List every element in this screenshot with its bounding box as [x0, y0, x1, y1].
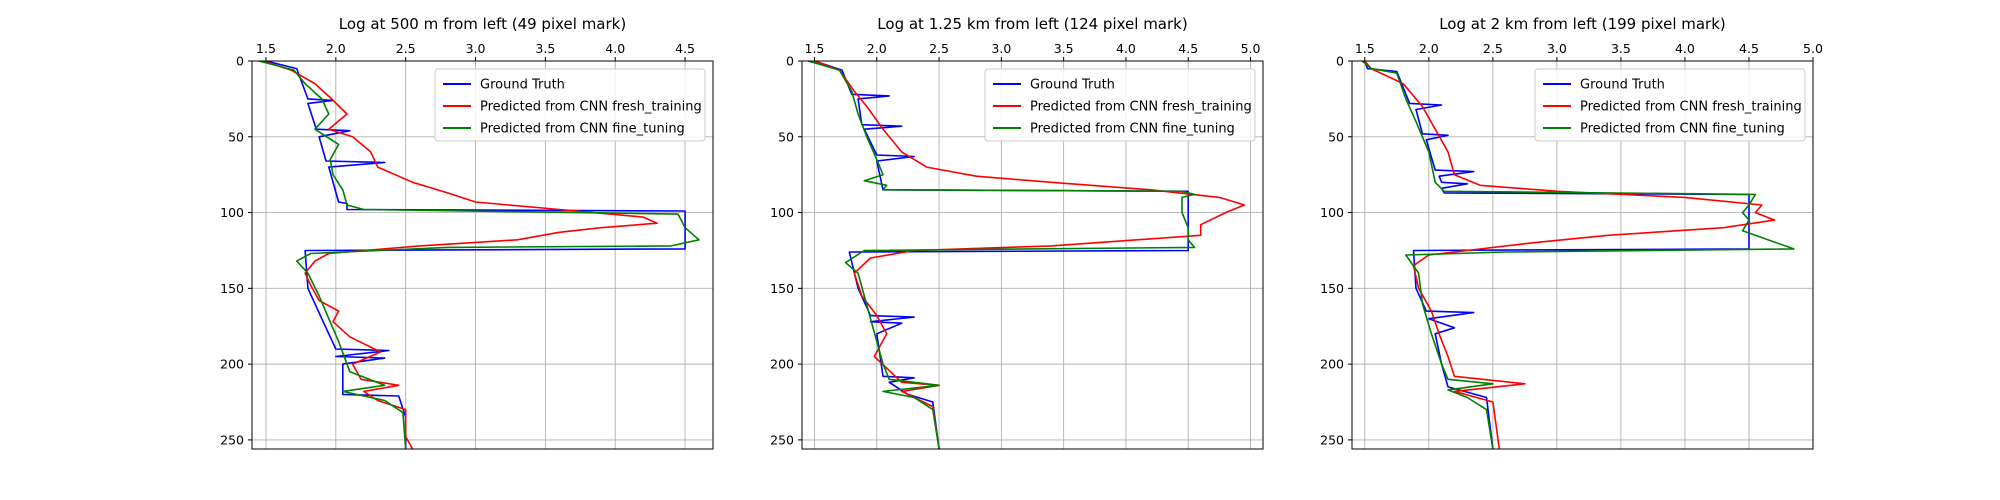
legend-box: [984, 68, 1256, 142]
x-tick-label: 4.0: [1116, 41, 1136, 56]
y-tick-label: 100: [220, 205, 244, 220]
y-tick-label: 0: [1336, 54, 1344, 69]
series-line-predicted-from-cnn-fresh-training: [814, 61, 1246, 449]
y-tick-label: 200: [220, 357, 244, 372]
series-line-ground-truth: [265, 61, 686, 449]
legend-label: Predicted from CNN fresh_training: [1580, 100, 1802, 115]
series-line-predicted-from-cnn-fresh-training: [262, 61, 658, 449]
legend-label: Predicted from CNN fine_tuning: [1580, 122, 1785, 137]
series-line-ground-truth: [814, 61, 1189, 449]
y-tick-label: 250: [1320, 432, 1344, 447]
x-tick-label: 4.0: [1675, 41, 1695, 56]
legend-box: [1534, 68, 1806, 142]
y-tick-label: 250: [770, 432, 794, 447]
series-lines: [258, 61, 700, 449]
y-tick-label: 100: [770, 205, 794, 220]
legend-label: Predicted from CNN fine_tuning: [480, 122, 685, 137]
legend-label: Ground Truth: [1030, 78, 1115, 93]
x-tick-label: 4.5: [1739, 41, 1759, 56]
y-tick-label: 150: [770, 281, 794, 296]
series-lines: [807, 61, 1246, 449]
legend-label: Predicted from CNN fresh_training: [480, 100, 702, 115]
x-tick-label: 2.5: [1483, 41, 1503, 56]
series-lines: [1361, 61, 1795, 449]
x-tick-label: 1.5: [1355, 41, 1375, 56]
legend-box: [434, 68, 706, 142]
plot-frame: [1351, 60, 1814, 450]
chart-panel-1: 1.5 2.0 2.5 3.0 3.5 4.0 4.5 0 50 100 150 200 250 Log …: [220, 15, 714, 450]
chart-panel-3: 1.5 2.0 2.5 3.0 3.5 4.0 4.5 5.0 0 50 100 150 200 250 L…: [1320, 15, 1823, 450]
x-tick-label: 2.0: [326, 41, 346, 56]
y-tick-label: 100: [1320, 205, 1344, 220]
legend-label: Ground Truth: [1580, 78, 1665, 93]
chart-title: Log at 2 km from left (199 pixel mark): [1439, 15, 1726, 33]
y-tick-label: 50: [228, 129, 244, 144]
x-tick-label: 2.0: [1419, 41, 1439, 56]
x-tick-label: 3.5: [535, 41, 555, 56]
y-tick-label: 250: [220, 432, 244, 447]
series-line-predicted-from-cnn-fine-tuning: [807, 61, 1196, 449]
y-tick-label: 50: [778, 129, 794, 144]
series-line-predicted-from-cnn-fine-tuning: [1361, 61, 1795, 449]
x-tick-label: 3.5: [1054, 41, 1074, 56]
x-tick-label: 5.0: [1241, 41, 1261, 56]
legend-label: Predicted from CNN fresh_training: [1030, 100, 1252, 115]
x-tick-label: 2.0: [867, 41, 887, 56]
plot-frame: [251, 60, 714, 450]
x-tick-label: 4.5: [675, 41, 695, 56]
legend-label: Predicted from CNN fine_tuning: [1030, 122, 1235, 137]
x-tick-label: 2.5: [396, 41, 416, 56]
y-tick-label: 0: [236, 54, 244, 69]
y-tick-label: 200: [1320, 357, 1344, 372]
y-tick-label: 50: [1328, 129, 1344, 144]
y-tick-label: 0: [786, 54, 794, 69]
x-tick-label: 4.5: [1178, 41, 1198, 56]
x-tick-label: 4.0: [605, 41, 625, 56]
plot-frame: [801, 60, 1264, 450]
y-tick-label: 150: [1320, 281, 1344, 296]
x-tick-label: 3.0: [466, 41, 486, 56]
legend: Ground Truth Predicted from CNN fresh_tra…: [1534, 68, 1806, 142]
y-tick-label: 150: [220, 281, 244, 296]
chart-panel-2: 1.5 2.0 2.5 3.0 3.5 4.0 4.5 5.0 0 50 100 150 200 250 L…: [770, 15, 1264, 450]
y-tick-label: 200: [770, 357, 794, 372]
x-tick-label: 3.5: [1611, 41, 1631, 56]
chart-title: Log at 500 m from left (49 pixel mark): [339, 15, 626, 33]
series-line-predicted-from-cnn-fine-tuning: [258, 61, 700, 449]
x-tick-label: 3.0: [1547, 41, 1567, 56]
x-tick-label: 5.0: [1803, 41, 1823, 56]
x-tick-label: 3.0: [991, 41, 1011, 56]
x-tick-label: 2.5: [929, 41, 949, 56]
x-tick-label: 1.5: [256, 41, 276, 56]
series-line-predicted-from-cnn-fresh-training: [1364, 61, 1776, 449]
x-tick-label: 1.5: [805, 41, 825, 56]
legend: Ground Truth Predicted from CNN fresh_tra…: [434, 68, 706, 142]
legend-label: Ground Truth: [480, 78, 565, 93]
chart-title: Log at 1.25 km from left (124 pixel mark…: [877, 15, 1187, 33]
legend: Ground Truth Predicted from CNN fresh_tra…: [984, 68, 1256, 142]
